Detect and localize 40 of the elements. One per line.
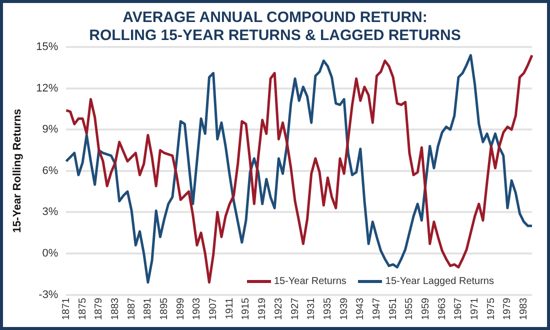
x-tick-label: 1923: [273, 297, 284, 320]
x-tick-label: 1927: [290, 297, 301, 320]
x-tick-label: 1883: [110, 297, 121, 320]
x-tick-label: 1887: [126, 297, 138, 320]
x-tick-label: 1891: [142, 297, 154, 320]
y-tick-label: -3%: [38, 288, 58, 301]
x-tick-label: 1983: [518, 297, 530, 320]
y-tick-label: 0%: [42, 247, 58, 260]
x-tick-label: 1879: [94, 297, 105, 320]
x-tick-label: 1975: [486, 297, 497, 320]
chart-title: AVERAGE ANNUAL COMPOUND RETURN: ROLLING 15-YEAR RETURNS & LAGGED RETURNS: [89, 9, 461, 44]
x-tick-label: 1943: [355, 297, 366, 320]
x-tick-label: 1915: [240, 297, 252, 320]
y-tick-label: 15%: [36, 41, 58, 54]
y-tick-label: 6%: [42, 164, 58, 177]
x-tick-label: 1959: [420, 297, 432, 320]
x-tick-label: 1947: [371, 297, 382, 320]
x-tick-label: 1919: [257, 297, 268, 320]
x-tick-label: 1979: [502, 297, 514, 320]
legend-label: 15-Year Lagged Returns: [385, 276, 494, 287]
y-axis-title: 15-Year Rolling Returns: [12, 108, 24, 233]
x-tick-label: 1911: [224, 297, 236, 320]
x-tick-label: 1871: [60, 297, 72, 320]
x-tick-label: 1951: [388, 297, 399, 320]
x-tick-label: 1971: [470, 297, 481, 320]
y-tick-label: 9%: [42, 124, 58, 136]
x-tick-label: 1895: [159, 297, 170, 320]
x-tick-label: 1907: [208, 297, 220, 320]
x-tick-label: 1931: [306, 297, 318, 320]
x-tick-label: 1939: [338, 297, 350, 320]
legend-label: 15-Year Returns: [274, 276, 346, 287]
x-tick-label: 1963: [436, 297, 448, 320]
x-tick-label: 1899: [175, 297, 186, 320]
x-tick-label: 1935: [322, 297, 334, 320]
x-tick-label: 1875: [77, 297, 88, 320]
x-tick-label: 1903: [192, 297, 203, 320]
y-tick-label: 12%: [36, 82, 58, 94]
x-tick-label: 1967: [453, 297, 464, 320]
x-tick-label: 1955: [404, 297, 416, 320]
y-tick-label: 3%: [42, 206, 58, 218]
